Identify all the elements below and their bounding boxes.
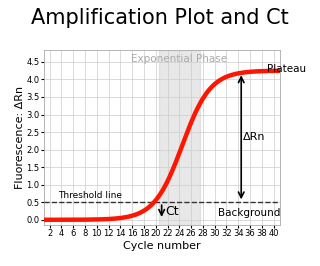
Text: Amplification Plot and Ct: Amplification Plot and Ct	[31, 8, 289, 28]
X-axis label: Cycle number: Cycle number	[123, 241, 200, 251]
Text: ΔRn: ΔRn	[243, 132, 266, 142]
Text: Exponential Phase: Exponential Phase	[131, 54, 228, 64]
Text: Ct: Ct	[165, 205, 179, 218]
Text: Background: Background	[218, 207, 280, 218]
Text: Plateau: Plateau	[267, 64, 306, 74]
Y-axis label: Fluorescence: ΔRn: Fluorescence: ΔRn	[15, 86, 25, 189]
Text: Threshold line: Threshold line	[59, 191, 123, 200]
Bar	[159, 49, 200, 225]
